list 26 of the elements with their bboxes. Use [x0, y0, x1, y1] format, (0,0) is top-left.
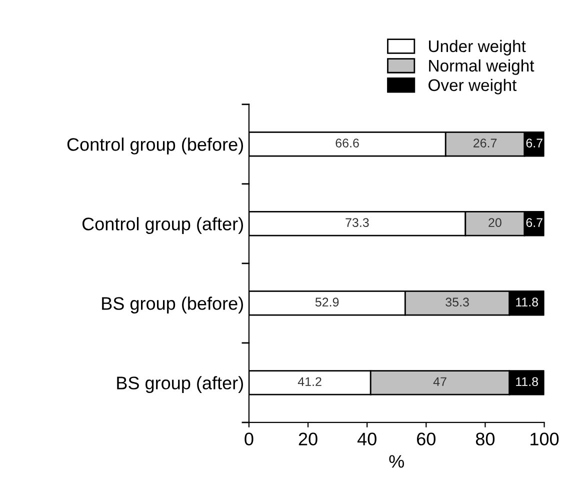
- x-axis-title: %: [389, 455, 404, 468]
- data-label: 73.3: [346, 218, 369, 228]
- data-label: 35.3: [446, 298, 469, 307]
- x-tick-label: 0: [244, 432, 254, 446]
- data-label: 52.9: [315, 298, 339, 307]
- x-tick-label: 60: [417, 432, 436, 446]
- x-tick-label: 40: [357, 432, 376, 446]
- x-tick-label: 100: [530, 432, 559, 446]
- y-tick-label: Control group (before): [67, 138, 244, 154]
- x-tick-label: 80: [476, 432, 495, 446]
- data-label: 6.7: [526, 138, 542, 148]
- data-label: 41.2: [298, 377, 322, 386]
- data-label: 66.6: [336, 138, 359, 148]
- legend-label: Under weight: [429, 40, 526, 56]
- y-tick-label: BS group (before): [102, 296, 243, 314]
- x-tick-label: 20: [298, 432, 318, 446]
- data-label: 20: [488, 218, 502, 228]
- data-label: 47: [433, 377, 446, 386]
- data-label: 11.8: [516, 377, 538, 386]
- legend-label: Over weight: [428, 78, 517, 94]
- data-label: 26.7: [474, 138, 497, 148]
- y-tick-label: BS group (after): [117, 376, 243, 393]
- legend-label: Normal weight: [429, 59, 534, 75]
- data-label: 11.8: [516, 298, 538, 307]
- data-label: 6.7: [526, 218, 542, 228]
- y-tick-label: Control group (after): [82, 217, 243, 234]
